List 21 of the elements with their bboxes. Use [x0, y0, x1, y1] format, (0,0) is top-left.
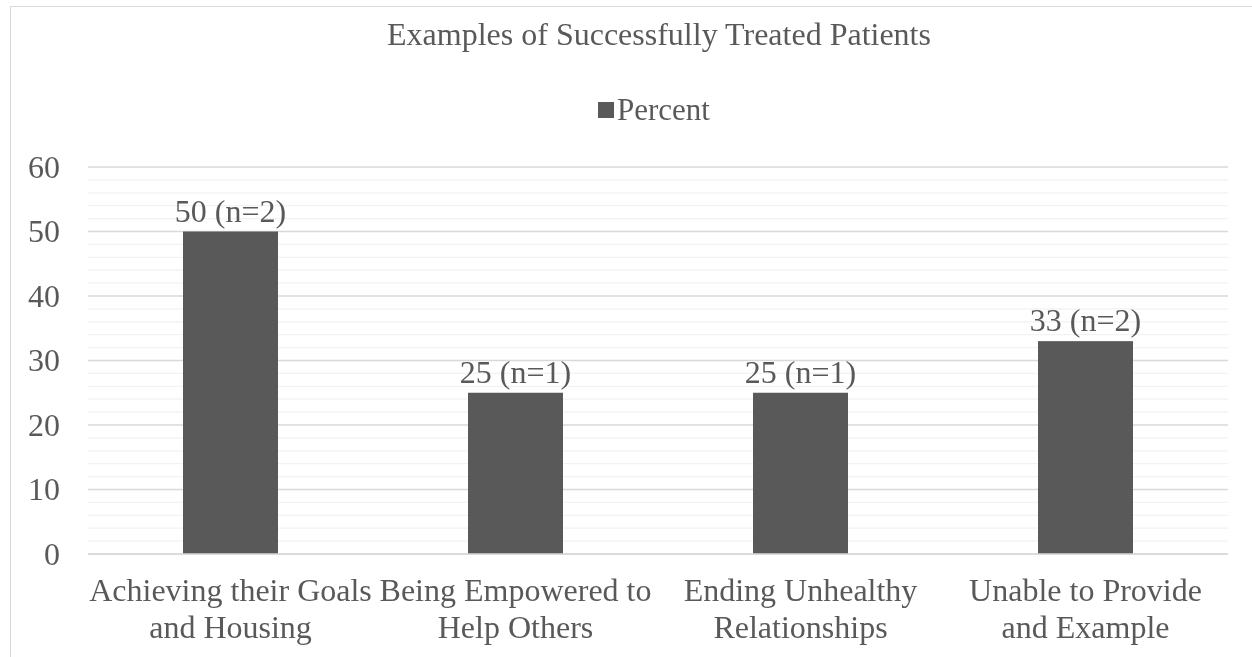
y-tick-label: 50	[28, 213, 60, 250]
y-tick-label: 10	[28, 471, 60, 508]
y-tick-label: 60	[28, 148, 60, 185]
bar	[1038, 341, 1133, 554]
x-tick-label: Being Empowered to Help Others	[379, 572, 652, 645]
bar	[468, 392, 563, 554]
x-tick-label: Achieving their Goals and Housing	[89, 572, 372, 645]
x-tick-label: Ending Unhealthy Relationships	[683, 572, 918, 645]
bar	[753, 392, 848, 554]
y-tick-label: 40	[28, 277, 60, 314]
bar	[183, 231, 278, 554]
data-label: 33 (n=2)	[1029, 302, 1142, 339]
x-tick-label: Unable to Provide and Example	[969, 572, 1202, 645]
data-label: 25 (n=1)	[459, 353, 572, 390]
data-label: 50 (n=2)	[174, 192, 287, 229]
y-tick-label: 30	[28, 342, 60, 379]
chart-title: Examples of Successfully Treated Patients	[387, 16, 931, 52]
legend-label: Percent	[617, 92, 711, 127]
y-tick-label: 20	[28, 406, 60, 443]
y-tick-label: 0	[44, 535, 60, 572]
data-label: 25 (n=1)	[744, 353, 857, 390]
